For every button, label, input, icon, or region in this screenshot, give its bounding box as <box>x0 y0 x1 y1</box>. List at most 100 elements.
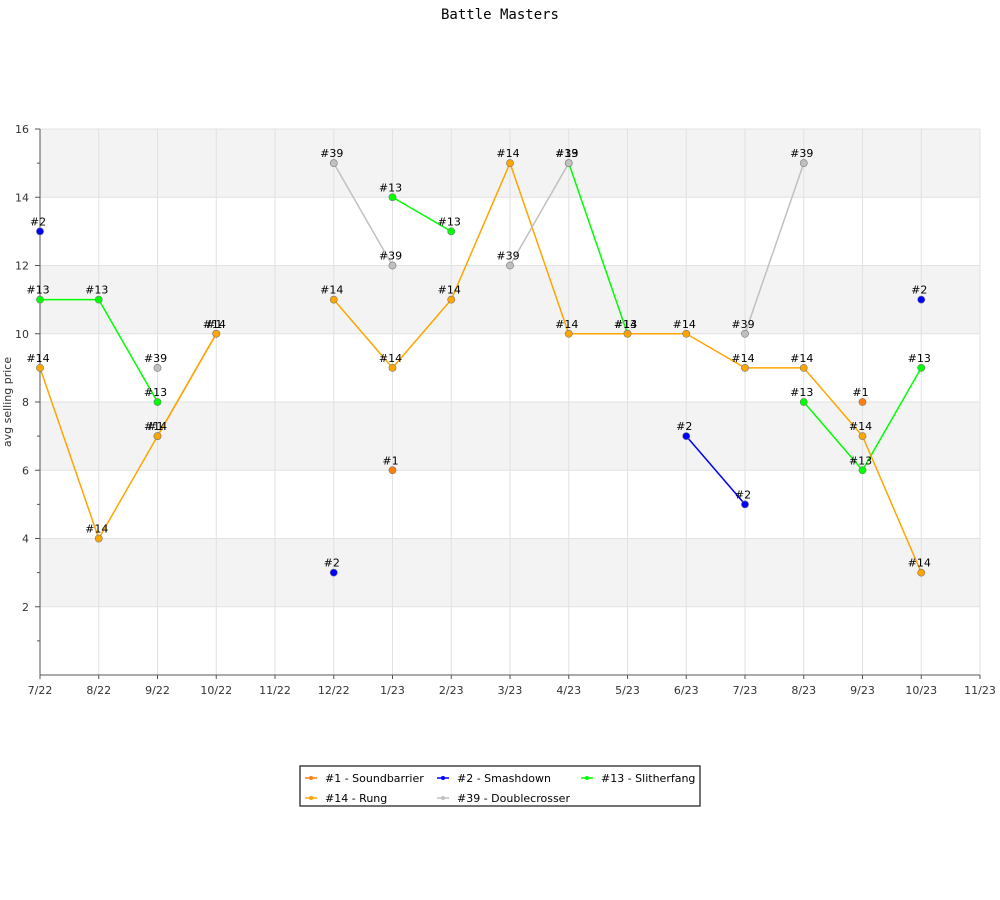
series-line-segment <box>685 333 746 369</box>
data-point <box>917 295 926 304</box>
data-point <box>741 363 749 372</box>
data-point <box>153 363 162 372</box>
y-tick-label: 2 <box>22 601 29 614</box>
x-tick-label: 11/22 <box>259 684 291 697</box>
legend-item: #1 - Soundbarrier <box>305 772 424 785</box>
data-point-label: #1 <box>382 454 398 467</box>
chart-title: Battle Masters <box>441 7 559 23</box>
data-point <box>741 500 749 509</box>
y-tick-label: 4 <box>22 533 29 546</box>
data-point <box>447 227 456 236</box>
data-point-label: #39 <box>379 250 402 263</box>
x-tick-label: 3/23 <box>498 684 523 697</box>
series-line-segment <box>685 435 746 505</box>
data-point-label: #14 <box>496 147 519 160</box>
legend-item: #39 - Doublecrosser <box>437 792 570 805</box>
data-point <box>153 398 162 406</box>
data-point <box>917 568 926 577</box>
data-point-label: #14 <box>731 352 754 365</box>
data-point-label: #13 <box>26 284 49 297</box>
legend-box <box>299 765 701 807</box>
data-point <box>858 398 867 406</box>
legend-label: #1 - Soundbarrier <box>325 772 424 785</box>
legend-label: #39 - Doublecrosser <box>457 792 570 805</box>
series-line-segment <box>391 299 452 369</box>
y-tick-label: 6 <box>22 464 29 477</box>
series-n39 <box>153 159 808 372</box>
x-tick-label: 8/22 <box>86 684 111 697</box>
point-labels: #1#1#1#1#2#2#2#2#2#13 #13#13#13#13#13#13#… <box>26 147 930 570</box>
y-tick-label: 12 <box>15 260 29 273</box>
data-point-label: #2 <box>324 557 340 570</box>
series-line-segment <box>39 367 100 539</box>
data-point-label: #14 <box>26 352 49 365</box>
x-tick-label: 10/23 <box>905 684 937 697</box>
data-point <box>388 193 397 202</box>
series-line-segment <box>509 162 570 334</box>
series-line-segment <box>392 196 452 233</box>
x-tick-label: 7/23 <box>733 684 758 697</box>
data-point <box>36 295 44 304</box>
data-point-label: #39 <box>555 147 578 160</box>
y-tick-label: 14 <box>15 191 29 204</box>
data-point <box>799 363 808 372</box>
data-point <box>329 295 338 304</box>
series-line-segment <box>450 162 511 300</box>
series-line-segment <box>333 162 394 266</box>
series-n14 <box>36 159 926 577</box>
legend-label: #14 - Rung <box>325 792 387 805</box>
data-point-label: #13 <box>614 318 637 331</box>
data-point-label: #2 <box>911 284 927 297</box>
data-point <box>388 466 397 475</box>
series-line-segment <box>861 367 922 471</box>
series-line-segment <box>861 435 922 573</box>
data-point <box>858 466 867 475</box>
data-point-label: #13 <box>85 284 108 297</box>
x-axis-ticks: 7/22 8/22 9/22 10/22 11/22 12/22 1/23 2/23 3/23 4… <box>28 675 996 697</box>
legend-item: #2 - Smashdown <box>437 772 551 785</box>
series-n2 <box>36 227 926 577</box>
x-tick-label: 2/23 <box>439 684 464 697</box>
data-point <box>94 534 103 543</box>
data-point-label: #1 <box>852 386 868 399</box>
y-tick-label: 16 <box>15 123 29 136</box>
data-point <box>682 432 691 441</box>
data-point-label: #14 <box>614 318 637 331</box>
data-point <box>506 159 514 168</box>
y-tick-label: 10 <box>15 328 29 341</box>
data-point-label: #13 <box>555 147 578 160</box>
data-point-label: #39 <box>790 147 813 160</box>
series-line-segment <box>98 435 159 539</box>
data-point-label: #13 <box>849 454 872 467</box>
data-point-label: #39 <box>320 147 343 160</box>
data-point-label: #14 <box>203 318 226 331</box>
x-tick-label: 9/22 <box>145 684 170 697</box>
x-tick-label: 8/23 <box>791 684 816 697</box>
series-line-segment <box>333 299 394 369</box>
data-point-label: #13 <box>144 386 167 399</box>
series-line-segment <box>803 367 864 437</box>
data-point <box>506 261 514 270</box>
y-axis-title: avg selling price <box>1 357 14 447</box>
data-point <box>388 363 397 372</box>
x-tick-label: 7/22 <box>28 684 53 697</box>
data-point <box>799 398 808 406</box>
data-point <box>36 227 44 236</box>
data-point-label: #39 <box>496 250 519 263</box>
data-point <box>623 329 632 338</box>
data-point <box>564 159 573 168</box>
series-line-segment <box>803 401 864 471</box>
data-point <box>388 261 397 270</box>
data-point <box>447 295 456 304</box>
data-point-label: #14 <box>908 557 931 570</box>
data-point-label: #14 <box>379 352 402 365</box>
y-tick-label: 8 <box>22 396 29 409</box>
data-point-label: #13 <box>379 181 402 194</box>
data-point-label: #13 <box>438 215 461 228</box>
data-point-label: #2 <box>676 420 692 433</box>
x-tick-label: 11/23 <box>964 684 996 697</box>
data-point-label: #14 <box>320 284 343 297</box>
x-tick-label: 6/23 <box>674 684 699 697</box>
legend-label: #2 - Smashdown <box>457 772 551 785</box>
data-point-label: #14 <box>673 318 696 331</box>
